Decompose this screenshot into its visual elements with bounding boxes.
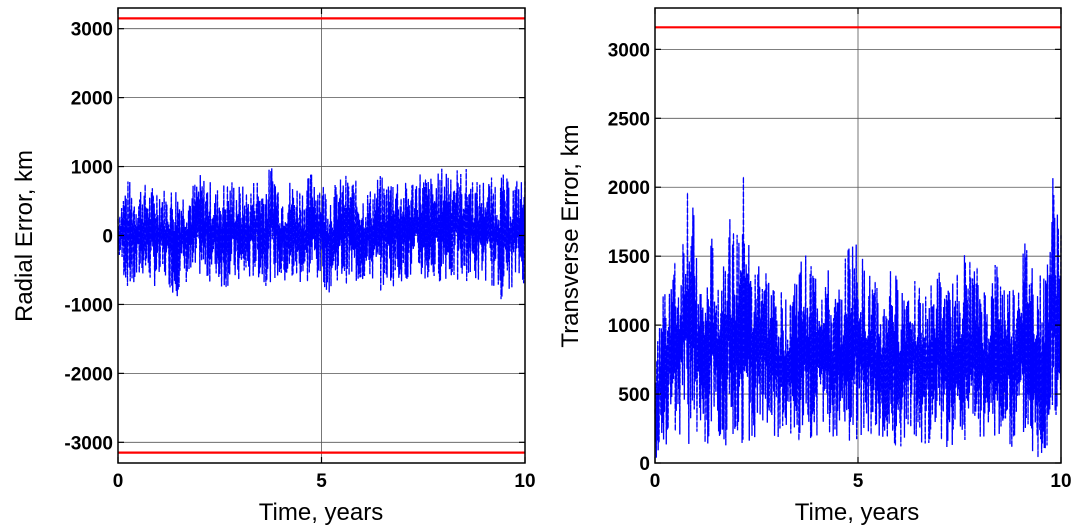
x-axis-label: Time, years <box>259 499 383 526</box>
series-line-signal-solid <box>117 168 526 300</box>
y-tick-label: -3000 <box>64 433 113 454</box>
y-tick-label: 2000 <box>71 89 113 110</box>
series-line-signal-solid <box>654 176 1062 458</box>
y-tick-label: 2500 <box>608 109 650 130</box>
x-tick-label: 5 <box>853 471 864 492</box>
y-tick-label: 3000 <box>608 40 650 61</box>
y-tick-label: 3000 <box>71 20 113 41</box>
y-tick-label: 500 <box>618 385 650 406</box>
plot-area <box>117 8 526 463</box>
y-tick-label: 1000 <box>71 158 113 179</box>
radial-error-chart: Time, years Radial Error, km -3000 -2000 -… <box>11 7 536 526</box>
x-axis-label: Time, years <box>795 499 919 526</box>
y-tick-label: 1500 <box>608 247 650 268</box>
x-tick-label: 0 <box>650 471 661 492</box>
y-axis-label: Radial Error, km <box>11 150 38 322</box>
y-tick-label: -2000 <box>64 364 113 385</box>
x-tick-label: 0 <box>113 471 124 492</box>
y-tick-label: 0 <box>102 227 113 248</box>
plot-area <box>654 8 1062 464</box>
y-tick-label: 1000 <box>608 316 650 337</box>
x-tick-label: 5 <box>316 471 327 492</box>
y-tick-label: 2000 <box>608 178 650 199</box>
x-tick-label: 10 <box>514 471 535 492</box>
y-tick-label: 0 <box>639 454 650 475</box>
x-tick-label: 10 <box>1050 471 1071 492</box>
y-axis-label: Transverse Error, km <box>557 124 584 347</box>
y-tick-label: -1000 <box>64 295 113 316</box>
transverse-error-chart: Time, years Transverse Error, km 0500100… <box>557 7 1072 526</box>
